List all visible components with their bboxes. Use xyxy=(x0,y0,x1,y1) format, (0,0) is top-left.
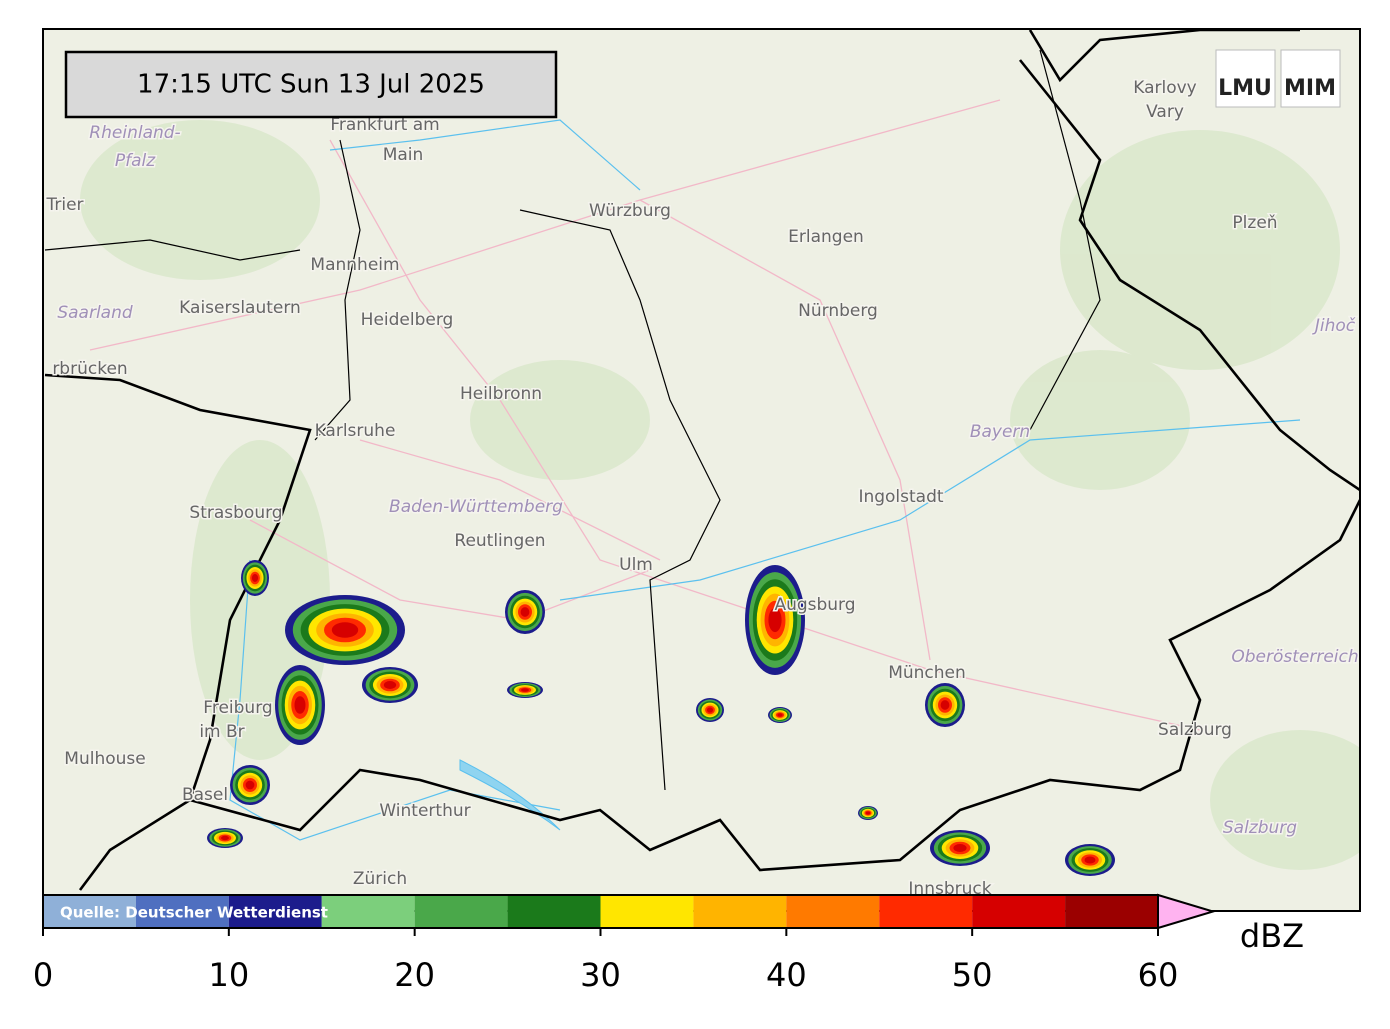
timestamp-box xyxy=(64,50,558,119)
place-label: Jihoč xyxy=(1312,316,1356,336)
forest-areas xyxy=(80,120,1360,870)
radar-echo xyxy=(865,811,871,815)
place-label: rbrücken xyxy=(52,359,127,379)
source-credit: Quelle: Deutscher Wetterdienst xyxy=(60,904,328,922)
place-label: Winterthur xyxy=(379,801,470,821)
colorbar-tick-label: 60 xyxy=(1138,956,1179,994)
radar-echo xyxy=(221,835,229,841)
colorbar-segment xyxy=(43,895,136,928)
place-label: Würzburg xyxy=(589,201,671,221)
place-label: Strasbourg xyxy=(189,503,282,523)
place-label: Ulm xyxy=(619,555,653,575)
colorbar-segment xyxy=(1065,895,1158,928)
colorbar-segment xyxy=(879,895,973,928)
radar-echo xyxy=(331,622,359,638)
colorbar-segment xyxy=(693,895,787,928)
place-label: Erlangen xyxy=(788,227,864,247)
radar-echo xyxy=(777,713,783,717)
place-label: Plzeň xyxy=(1232,213,1277,233)
radar-echo xyxy=(953,844,967,852)
colorbar-segment xyxy=(786,895,880,928)
radar-echo xyxy=(768,607,782,633)
radar-echoes xyxy=(207,560,1115,876)
radar-echo xyxy=(520,607,530,617)
radar-echo xyxy=(245,780,255,790)
logo-box xyxy=(1215,49,1276,108)
colorbar-tick-label: 10 xyxy=(208,956,249,994)
place-label: Main xyxy=(383,145,424,165)
place-label: Reutlingen xyxy=(454,531,545,551)
place-label: Salzburg xyxy=(1158,720,1232,740)
place-label: Rheinland- xyxy=(89,123,180,143)
colorbar-segment xyxy=(507,895,601,928)
place-label: Saarland xyxy=(57,303,133,323)
logo: LMU xyxy=(1218,76,1272,101)
place-label: Ingolstadt xyxy=(858,487,943,507)
colorbar-tick-label: 40 xyxy=(766,956,807,994)
colorbar-tick-label: 30 xyxy=(580,956,621,994)
logo: MIM xyxy=(1284,76,1336,101)
place-label: Nürnberg xyxy=(798,301,878,321)
place-label: Karlsruhe xyxy=(315,421,396,441)
place-label: München xyxy=(888,663,966,683)
place-label: Zürich xyxy=(353,869,407,889)
logo-box xyxy=(1280,49,1341,108)
colorbar-segment xyxy=(972,895,1066,928)
place-label: im Br xyxy=(199,722,244,742)
colorbar-tick-label: 20 xyxy=(394,956,435,994)
radar-echo xyxy=(251,574,259,582)
radar-echo xyxy=(1084,856,1096,864)
colorbar-segment xyxy=(600,895,694,928)
colorbar-tick-label: 50 xyxy=(952,956,993,994)
colorbar-tick-label: 0 xyxy=(33,956,53,994)
radar-echo xyxy=(383,681,397,689)
place-label: Kaiserslautern xyxy=(179,298,301,318)
place-label: Baden-Württemberg xyxy=(389,497,563,517)
colorbar-segment xyxy=(135,895,229,928)
place-label: Salzburg xyxy=(1223,818,1297,838)
place-label: Frankfurt am xyxy=(330,115,439,135)
radar-echo xyxy=(294,696,306,714)
place-label: Bayern xyxy=(970,422,1030,442)
colorbar: 0 10 20 30 40 50 60 xyxy=(33,893,1217,994)
place-labels: Frankfurt am Main Rheinland- Pfalz Trier Würz… xyxy=(44,77,1360,901)
colorbar-segment xyxy=(228,895,322,928)
place-label: Freiburg xyxy=(203,698,272,718)
place-label: Vary xyxy=(1146,102,1184,122)
colorbar-unit: dBZ xyxy=(1240,917,1304,955)
place-label: Trier xyxy=(45,195,83,215)
map-area: Frankfurt am Main Rheinland- Pfalz Trier Würz… xyxy=(43,29,1360,911)
place-label: Pfalz xyxy=(115,151,156,171)
radar-echo xyxy=(521,688,529,692)
place-label: Karlovy xyxy=(1133,78,1197,98)
colorbar-segment xyxy=(414,895,508,928)
colorbar-segment xyxy=(321,895,415,928)
place-label: Mulhouse xyxy=(64,749,145,769)
place-label: Basel xyxy=(182,785,228,805)
timestamp: 17:15 UTC Sun 13 Jul 2025 xyxy=(137,70,485,100)
radar-echo xyxy=(940,700,950,710)
place-label: Mannheim xyxy=(310,255,399,275)
place-label: Oberösterreich xyxy=(1231,647,1358,667)
roads xyxy=(89,99,1201,731)
radar-echo xyxy=(706,707,714,713)
place-label: Heidelberg xyxy=(361,310,454,330)
state-borders xyxy=(44,49,1101,791)
place-label: Augsburg xyxy=(774,595,855,615)
place-label: Heilbronn xyxy=(460,384,542,404)
